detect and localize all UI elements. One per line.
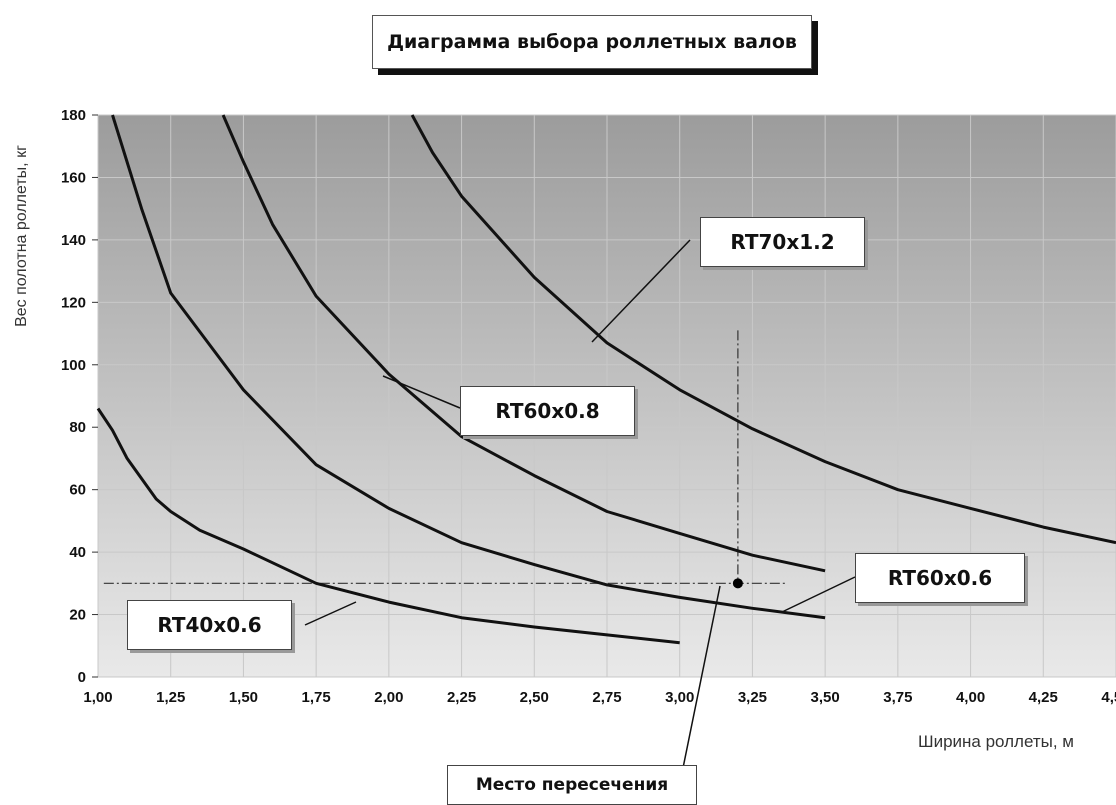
x-tick-label: 4,00: [956, 689, 985, 706]
intersection-label: Место пересечения: [447, 765, 697, 805]
x-tick-label: 2,00: [374, 689, 403, 706]
series-line-rt60x0-6: [111, 114, 826, 620]
leader-lines: [304, 239, 856, 769]
y-tick-label: 40: [69, 544, 86, 561]
x-tick-label: 1,00: [83, 689, 112, 706]
series-line-rt60x0-8: [221, 114, 826, 573]
y-tick-label: 160: [61, 169, 86, 186]
x-tick-label: 4,50: [1101, 689, 1116, 706]
intersection-guides: [103, 330, 788, 584]
legend-label-rt60-06: RT60x0.6: [855, 553, 1025, 603]
x-axis-label: Ширина роллеты, м: [918, 732, 1074, 751]
y-tick-label: 180: [61, 107, 86, 124]
series-line-rt40x0-6: [96, 407, 680, 645]
intersection-point: [732, 578, 743, 589]
x-tick-label: 1,25: [156, 689, 185, 706]
y-tick-label: 0: [78, 669, 86, 686]
leader-rt60-06: [781, 576, 856, 613]
x-tick-label: 4,25: [1029, 689, 1058, 706]
y-tick-label: 120: [61, 294, 86, 311]
y-tick-labels: 0 20 40 60 80 100 120 140 160 180: [61, 107, 86, 686]
y-tick-label: 140: [61, 232, 86, 249]
x-tick-label: 3,00: [665, 689, 694, 706]
y-tick-label: 80: [69, 419, 86, 436]
x-tick-label: 3,25: [738, 689, 767, 706]
y-tick-label: 100: [61, 357, 86, 374]
y-tick-label: 20: [69, 607, 86, 624]
x-tick-label: 2,25: [447, 689, 476, 706]
legend-label-rt60-08: RT60x0.8: [460, 386, 635, 436]
x-tick-label: 2,75: [592, 689, 621, 706]
x-tick-label: 1,75: [302, 689, 331, 706]
legend-label-rt40: RT40x0.6: [127, 600, 292, 650]
leader-rt70: [591, 239, 691, 343]
y-axis-label: Вес полотна роллеты, кг: [13, 145, 30, 327]
x-tick-label: 3,50: [811, 689, 840, 706]
legend-label-rt70: RT70x1.2: [700, 217, 865, 267]
series-lines: [96, 114, 1116, 645]
y-tick-label: 60: [69, 482, 86, 499]
leader-rt40: [304, 601, 357, 626]
chart-title: Диаграмма выбора роллетных валов: [372, 15, 812, 69]
x-tick-label: 3,75: [883, 689, 912, 706]
leader-intersection: [682, 585, 721, 769]
leader-rt60-08: [382, 375, 461, 409]
x-tick-label: 2,50: [520, 689, 549, 706]
x-tick-labels: 1,00 1,25 1,50 1,75 2,00 2,25 2,50 2,75 3,00 3,25…: [83, 689, 1116, 706]
series-line-rt70x1-2: [410, 114, 1116, 545]
x-tick-label: 1,50: [229, 689, 258, 706]
